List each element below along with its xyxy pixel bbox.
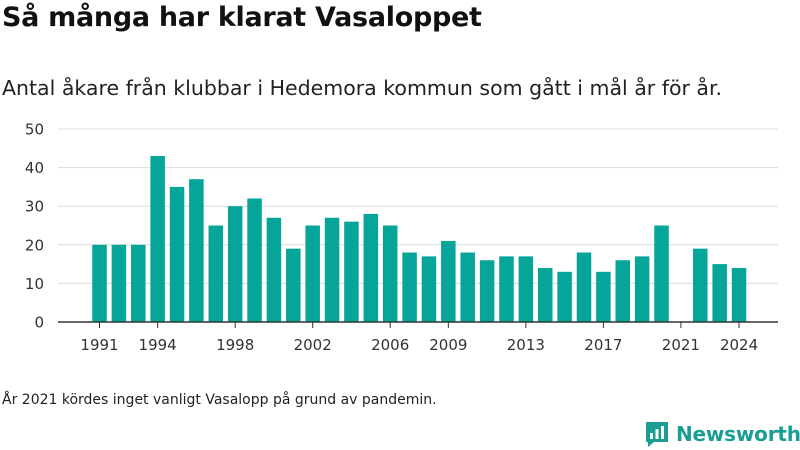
bar-2011 (479, 260, 495, 322)
bar-2019 (634, 256, 650, 322)
bar-chart: 0 10 20 30 40 50 1991 1994 1998 2002 2006 2009 2013… (25, 121, 778, 354)
chart-subtitle: Antal åkare från klubbar i Hedemora komm… (2, 76, 723, 100)
bar-2012 (499, 256, 514, 322)
bar-1997 (208, 225, 224, 322)
bar-2022 (693, 248, 708, 322)
chart-title: Så många har klarat Vasaloppet (2, 2, 482, 33)
bar-2003 (324, 217, 340, 322)
bar-2018 (615, 260, 631, 322)
y-tick-label: 50 (25, 121, 44, 139)
bar-2008 (421, 256, 437, 322)
bar-2014 (537, 267, 553, 322)
bar-1992 (111, 244, 127, 322)
bar-2024 (731, 267, 747, 322)
y-tick-label: 20 (25, 236, 44, 254)
bar-1994 (150, 156, 165, 322)
bar-2006 (382, 225, 398, 322)
bar-2002 (305, 225, 320, 322)
x-tick-label: 1991 (80, 336, 118, 354)
footnote: År 2021 kördes inget vanligt Vasalopp på… (2, 392, 437, 408)
bar-2007 (402, 252, 417, 322)
y-tick-label: 0 (34, 314, 44, 332)
x-tick-label: 1998 (216, 336, 254, 354)
bar-2004 (344, 221, 359, 322)
bar-2020 (654, 225, 669, 322)
bar-2010 (460, 252, 475, 322)
bar-2023 (712, 264, 727, 322)
bars (92, 156, 747, 322)
x-tick-label: 2013 (507, 336, 545, 354)
bar-1996 (189, 179, 204, 322)
bar-2015 (557, 271, 572, 322)
y-tick-label: 40 (25, 159, 44, 177)
brand-name: Newsworthy (676, 422, 800, 446)
y-tick-label: 10 (25, 275, 44, 293)
x-tick-label: 2002 (294, 336, 332, 354)
y-tick-label: 30 (25, 198, 44, 216)
bar-2013 (518, 256, 534, 322)
bar-2009 (441, 240, 456, 322)
x-tick-label: 1994 (139, 336, 177, 354)
x-tick-label: 2017 (584, 336, 622, 354)
x-tick-label: 2024 (720, 336, 758, 354)
bar-2017 (596, 271, 611, 322)
bar-2005 (363, 213, 379, 322)
bar-2016 (576, 252, 592, 322)
bar-1995 (169, 186, 185, 322)
y-axis-ticks: 0 10 20 30 40 50 (25, 121, 44, 332)
newsworthy-logo-icon (646, 422, 668, 447)
bar-1998 (227, 206, 243, 322)
x-axis-ticks: 1991 1994 1998 2002 2006 2009 2013 2017 2021 2024 (80, 322, 758, 354)
grid-lines (58, 128, 778, 284)
bar-1991 (92, 244, 107, 322)
x-tick-label: 2021 (662, 336, 700, 354)
x-tick-label: 2006 (371, 336, 409, 354)
bar-1993 (131, 244, 146, 322)
bar-2000 (266, 217, 282, 322)
x-tick-label: 2009 (429, 336, 467, 354)
bar-2001 (286, 248, 301, 322)
bar-1999 (247, 198, 262, 322)
brand-logo: Newsworthy (644, 420, 800, 448)
